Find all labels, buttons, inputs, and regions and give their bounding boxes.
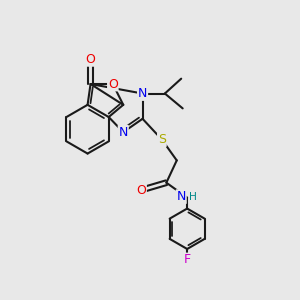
Text: N: N <box>176 190 186 203</box>
Text: H: H <box>189 192 197 202</box>
Text: O: O <box>85 53 95 66</box>
Text: N: N <box>138 87 147 100</box>
Text: S: S <box>158 133 166 146</box>
Text: N: N <box>118 126 128 139</box>
Text: O: O <box>136 184 146 196</box>
Text: O: O <box>108 77 118 91</box>
Text: F: F <box>184 254 191 266</box>
